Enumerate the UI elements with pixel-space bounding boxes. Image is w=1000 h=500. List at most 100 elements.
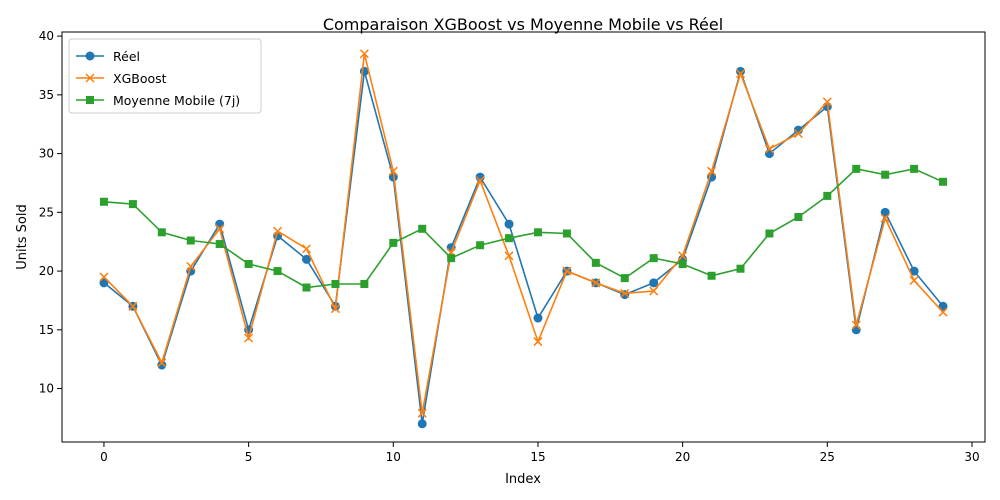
- series-line: [103, 168, 944, 289]
- data-point: [909, 275, 919, 285]
- data-point: [302, 283, 311, 292]
- data-point: [562, 266, 572, 276]
- data-point: [389, 238, 398, 247]
- legend-item: Réel: [76, 49, 140, 64]
- legend-items: Réel XGBoost Moyenne Mobile (7j): [76, 49, 240, 108]
- data-point: [678, 251, 688, 261]
- series-line: [103, 53, 944, 414]
- legend-item: XGBoost: [76, 71, 167, 86]
- x-tick-label: 5: [245, 450, 253, 464]
- x-tick-label: 15: [530, 450, 545, 464]
- data-point: [938, 307, 948, 317]
- data-point: [620, 274, 629, 283]
- data-point: [475, 176, 485, 186]
- data-point: [186, 236, 195, 245]
- x-tick-label: 30: [964, 450, 979, 464]
- data-point: [707, 271, 716, 280]
- data-point: [418, 224, 427, 233]
- data-point: [533, 337, 543, 347]
- data-point: [330, 304, 340, 314]
- plot-frame: [61, 31, 986, 443]
- data-point: [128, 301, 138, 311]
- series-3: [99, 164, 948, 292]
- data-point: [99, 197, 108, 206]
- data-point: [244, 260, 253, 269]
- data-point: [620, 288, 630, 298]
- data-point: [678, 260, 687, 269]
- legend: Réel XGBoost Moyenne Mobile (7j): [68, 38, 262, 114]
- y-axis-ticks: 10 15 20 25 30 35 40: [39, 29, 62, 396]
- data-point: [562, 229, 571, 238]
- data-point: [765, 229, 774, 238]
- data-point: [215, 224, 225, 234]
- y-tick-label: 30: [39, 147, 54, 161]
- x-axis-ticks: 0 5 10 15 20 25 30: [100, 442, 980, 464]
- data-point: [157, 358, 167, 368]
- x-tick-label: 25: [820, 450, 835, 464]
- data-point: [301, 254, 311, 264]
- data-point: [331, 279, 340, 288]
- data-point: [939, 177, 948, 186]
- series-2: [99, 49, 948, 418]
- data-point: [881, 170, 890, 179]
- x-tick-label: 10: [386, 450, 401, 464]
- data-point: [794, 213, 803, 222]
- data-point: [186, 261, 196, 271]
- data-point: [736, 264, 745, 273]
- data-point: [417, 419, 427, 429]
- chart-title: Comparaison XGBoost vs Moyenne Mobile vs…: [323, 15, 723, 34]
- data-point: [215, 240, 224, 249]
- data-point: [273, 226, 283, 236]
- y-tick-label: 35: [39, 88, 54, 102]
- data-point: [244, 333, 254, 343]
- legend-box: [68, 38, 262, 114]
- data-point: [388, 166, 398, 176]
- legend-item: Moyenne Mobile (7j): [76, 93, 240, 108]
- legend-marker: [85, 73, 95, 83]
- x-axis-label: Index: [505, 472, 541, 487]
- data-point: [533, 313, 543, 323]
- data-point: [157, 228, 166, 237]
- data-point: [764, 144, 774, 154]
- series-line: [103, 68, 944, 424]
- x-tick-label: 20: [675, 450, 690, 464]
- data-point: [504, 219, 514, 229]
- data-point: [851, 320, 861, 330]
- legend-label: Réel: [113, 49, 140, 64]
- data-point: [128, 200, 137, 209]
- data-point: [504, 251, 514, 261]
- legend-label: Moyenne Mobile (7j): [113, 93, 240, 108]
- y-tick-label: 10: [39, 382, 54, 396]
- data-point: [359, 49, 369, 59]
- y-axis-label: Units Sold: [15, 204, 30, 269]
- data-point: [880, 213, 890, 223]
- data-point: [417, 408, 427, 418]
- data-point: [938, 301, 948, 311]
- data-point: [505, 234, 514, 243]
- y-tick-label: 20: [39, 264, 54, 278]
- data-point: [649, 286, 659, 296]
- x-tick-label: 0: [100, 450, 108, 464]
- data-point: [301, 244, 312, 254]
- legend-label: XGBoost: [113, 71, 167, 86]
- data-point: [360, 279, 369, 288]
- y-tick-label: 25: [39, 205, 54, 219]
- data-point: [793, 129, 803, 139]
- legend-marker: [85, 51, 95, 61]
- y-tick-label: 15: [39, 323, 54, 337]
- data-point: [533, 228, 542, 237]
- data-point: [822, 97, 832, 107]
- plot-area: [61, 31, 986, 443]
- data-point: [852, 164, 861, 173]
- data-point: [476, 241, 485, 250]
- data-point: [649, 278, 659, 288]
- data-point: [591, 258, 600, 267]
- data-point: [707, 166, 717, 176]
- legend-marker: [86, 96, 94, 104]
- data-point: [447, 254, 456, 263]
- data-point: [591, 278, 601, 288]
- data-point: [273, 267, 282, 276]
- data-point: [735, 69, 746, 79]
- data-point: [823, 191, 832, 200]
